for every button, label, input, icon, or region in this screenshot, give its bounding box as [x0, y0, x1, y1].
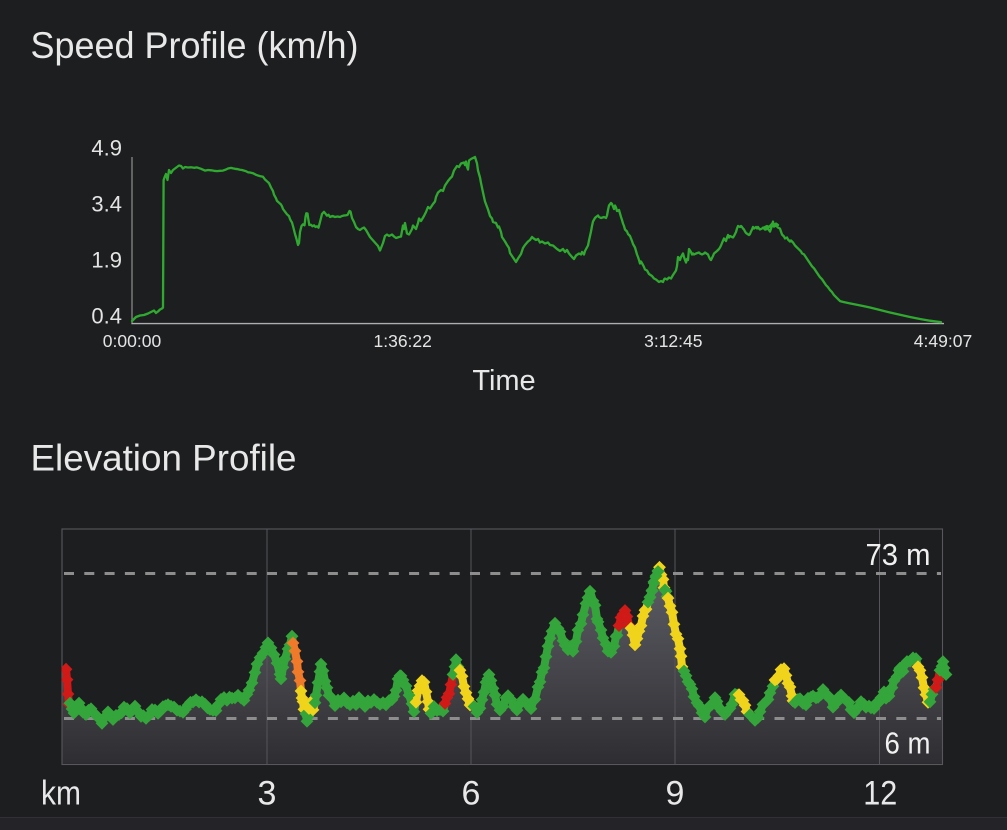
svg-text:Time: Time — [472, 365, 535, 397]
svg-text:km: km — [41, 774, 81, 812]
svg-text:3:12:45: 3:12:45 — [644, 331, 702, 351]
svg-text:12: 12 — [863, 774, 897, 812]
svg-text:4:49:07: 4:49:07 — [914, 331, 972, 351]
svg-text:4.9: 4.9 — [91, 136, 122, 161]
svg-text:3.4: 3.4 — [91, 192, 122, 217]
svg-text:1:36:22: 1:36:22 — [374, 331, 432, 351]
svg-text:6: 6 — [462, 774, 481, 812]
svg-text:Speed Profile (km/h): Speed Profile (km/h) — [31, 24, 359, 66]
svg-text:0.4: 0.4 — [91, 304, 122, 329]
svg-text:Elevation Profile: Elevation Profile — [31, 437, 297, 479]
svg-text:3: 3 — [258, 774, 277, 812]
svg-text:73 m: 73 m — [866, 537, 931, 572]
svg-text:6 m: 6 m — [885, 726, 931, 761]
svg-text:0:00:00: 0:00:00 — [103, 331, 162, 351]
svg-text:1.9: 1.9 — [91, 247, 122, 272]
svg-text:9: 9 — [666, 774, 685, 812]
